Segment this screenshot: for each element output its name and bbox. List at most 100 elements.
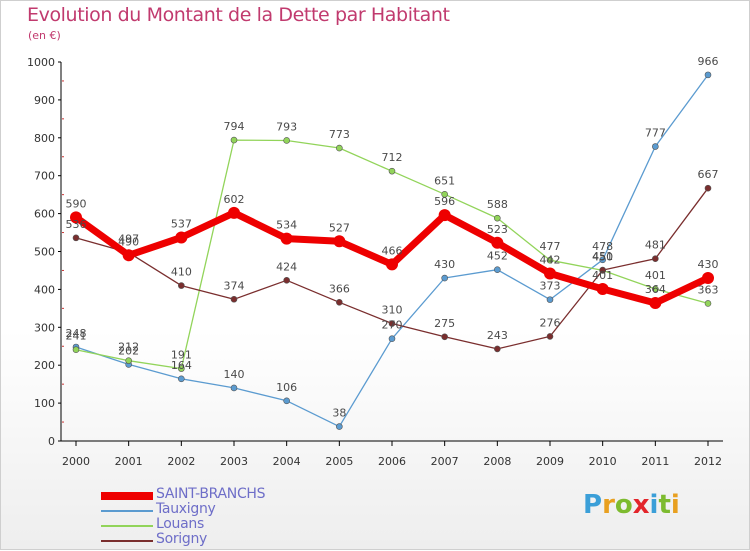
- data-label: 410: [171, 266, 192, 279]
- legend-swatch: [101, 525, 153, 527]
- data-label: 140: [224, 368, 245, 381]
- data-label: 212: [118, 341, 139, 354]
- data-label: 276: [540, 316, 561, 329]
- data-label: 523: [487, 223, 508, 236]
- data-point: [544, 267, 556, 280]
- data-point: [596, 283, 609, 296]
- data-point: [280, 232, 293, 245]
- data-point: [336, 144, 343, 152]
- data-label: 527: [329, 221, 350, 234]
- data-label: 596: [434, 195, 455, 208]
- data-point: [704, 300, 712, 307]
- data-label: 248: [66, 327, 87, 340]
- data-point: [336, 298, 343, 306]
- x-tick-label: 2007: [431, 455, 459, 468]
- data-label: 424: [276, 260, 297, 273]
- legend-swatch: [101, 510, 153, 512]
- x-tick-label: 2003: [220, 455, 248, 468]
- data-label: 241: [66, 330, 87, 343]
- data-label: 588: [487, 198, 508, 211]
- data-point: [70, 211, 82, 224]
- data-label: 401: [645, 269, 666, 282]
- legend-swatch: [101, 492, 153, 500]
- data-label: 534: [276, 219, 297, 232]
- data-label: 667: [698, 168, 719, 181]
- data-label: 270: [382, 319, 403, 332]
- data-point: [283, 397, 290, 405]
- logo-letter: i: [670, 490, 680, 520]
- x-tick-label: 2008: [483, 455, 511, 468]
- data-point: [546, 256, 554, 264]
- data-label: 430: [434, 258, 455, 271]
- legend-label: SAINT-BRANCHS: [156, 486, 266, 502]
- data-point: [652, 143, 659, 150]
- data-label: 430: [698, 258, 719, 271]
- data-point: [599, 266, 606, 274]
- data-label: 602: [224, 193, 245, 206]
- data-label: 450: [592, 250, 613, 263]
- legend-label: Sorigny: [156, 531, 208, 547]
- x-tick-label: 2002: [167, 455, 195, 468]
- data-point: [72, 234, 80, 242]
- data-label: 590: [66, 197, 87, 210]
- data-point: [652, 285, 659, 293]
- data-label: 243: [487, 329, 508, 342]
- data-point: [125, 357, 132, 364]
- data-label: 651: [434, 174, 455, 187]
- y-tick-label: 500: [34, 246, 55, 259]
- data-label: 442: [540, 253, 561, 266]
- data-point: [178, 282, 185, 289]
- y-tick-label: 600: [34, 208, 55, 221]
- data-point: [599, 256, 606, 264]
- data-point: [652, 255, 659, 263]
- data-point: [230, 295, 238, 303]
- data-label: 966: [698, 55, 719, 68]
- data-label: 481: [645, 239, 666, 252]
- chart-title: Evolution du Montant de la Dette par Hab…: [27, 4, 450, 26]
- y-tick-label: 1000: [27, 56, 55, 69]
- y-tick-label: 700: [34, 170, 55, 183]
- data-point: [283, 277, 290, 284]
- x-tick-label: 2005: [325, 455, 353, 468]
- legend-swatch: [101, 540, 153, 542]
- data-label: 38: [332, 407, 346, 420]
- y-tick-label: 0: [48, 435, 55, 448]
- data-label: 477: [540, 240, 561, 253]
- data-point: [494, 214, 501, 222]
- data-point: [336, 423, 343, 430]
- x-tick-label: 2009: [536, 455, 564, 468]
- y-tick-label: 200: [34, 359, 55, 372]
- data-label: 366: [329, 282, 350, 295]
- data-point: [388, 167, 396, 175]
- data-label: 794: [224, 120, 245, 133]
- data-label: 536: [66, 218, 87, 231]
- data-label: 164: [171, 359, 192, 372]
- data-label: 310: [382, 304, 403, 317]
- data-label: 773: [329, 128, 350, 141]
- data-point: [702, 272, 714, 285]
- data-point: [333, 235, 346, 248]
- data-point: [494, 345, 501, 353]
- data-point: [388, 335, 396, 342]
- proxiti-logo: Proxiti: [583, 490, 680, 520]
- chart-subtitle: (en €): [28, 29, 61, 42]
- data-point: [494, 266, 501, 273]
- x-tick-label: 2006: [378, 455, 406, 468]
- data-label: 451: [592, 250, 613, 263]
- data-label: 275: [434, 317, 455, 330]
- data-point: [178, 375, 185, 383]
- data-label: 363: [698, 283, 719, 296]
- x-tick-label: 2001: [115, 455, 143, 468]
- data-point: [178, 365, 185, 372]
- data-label: 191: [171, 349, 192, 362]
- data-label: 478: [592, 240, 613, 253]
- data-point: [175, 231, 188, 244]
- data-label: 490: [118, 235, 139, 248]
- data-point: [230, 384, 238, 392]
- logo-letter: i: [649, 490, 659, 520]
- data-point: [283, 137, 290, 144]
- data-label: 537: [171, 217, 192, 230]
- data-label: 401: [592, 269, 613, 282]
